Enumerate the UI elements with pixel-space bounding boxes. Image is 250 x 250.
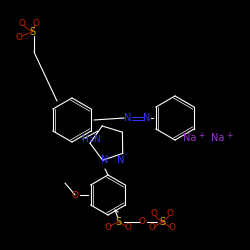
Text: O: O xyxy=(150,210,158,218)
Text: N: N xyxy=(92,136,100,144)
Text: H: H xyxy=(82,136,88,144)
Text: O: O xyxy=(18,18,26,28)
Text: +: + xyxy=(226,130,232,140)
Text: N: N xyxy=(124,113,132,123)
Text: O: O xyxy=(166,210,173,218)
Text: O: O xyxy=(16,32,22,42)
Text: O: O xyxy=(148,224,156,232)
Text: +: + xyxy=(198,130,204,140)
Text: O: O xyxy=(124,222,132,232)
Text: Na: Na xyxy=(183,133,197,143)
Text: Na: Na xyxy=(211,133,225,143)
Text: N: N xyxy=(143,113,151,123)
Text: O: O xyxy=(72,190,78,200)
Text: ⁻: ⁻ xyxy=(23,36,27,44)
Text: S: S xyxy=(115,217,121,227)
Text: N: N xyxy=(117,155,125,165)
Text: 2: 2 xyxy=(89,137,93,143)
Text: N: N xyxy=(101,155,109,165)
Text: O: O xyxy=(32,18,40,28)
Text: O: O xyxy=(104,222,112,232)
Text: O: O xyxy=(138,218,145,226)
Text: S: S xyxy=(29,27,35,37)
Text: O: O xyxy=(168,224,175,232)
Text: S: S xyxy=(159,217,165,227)
